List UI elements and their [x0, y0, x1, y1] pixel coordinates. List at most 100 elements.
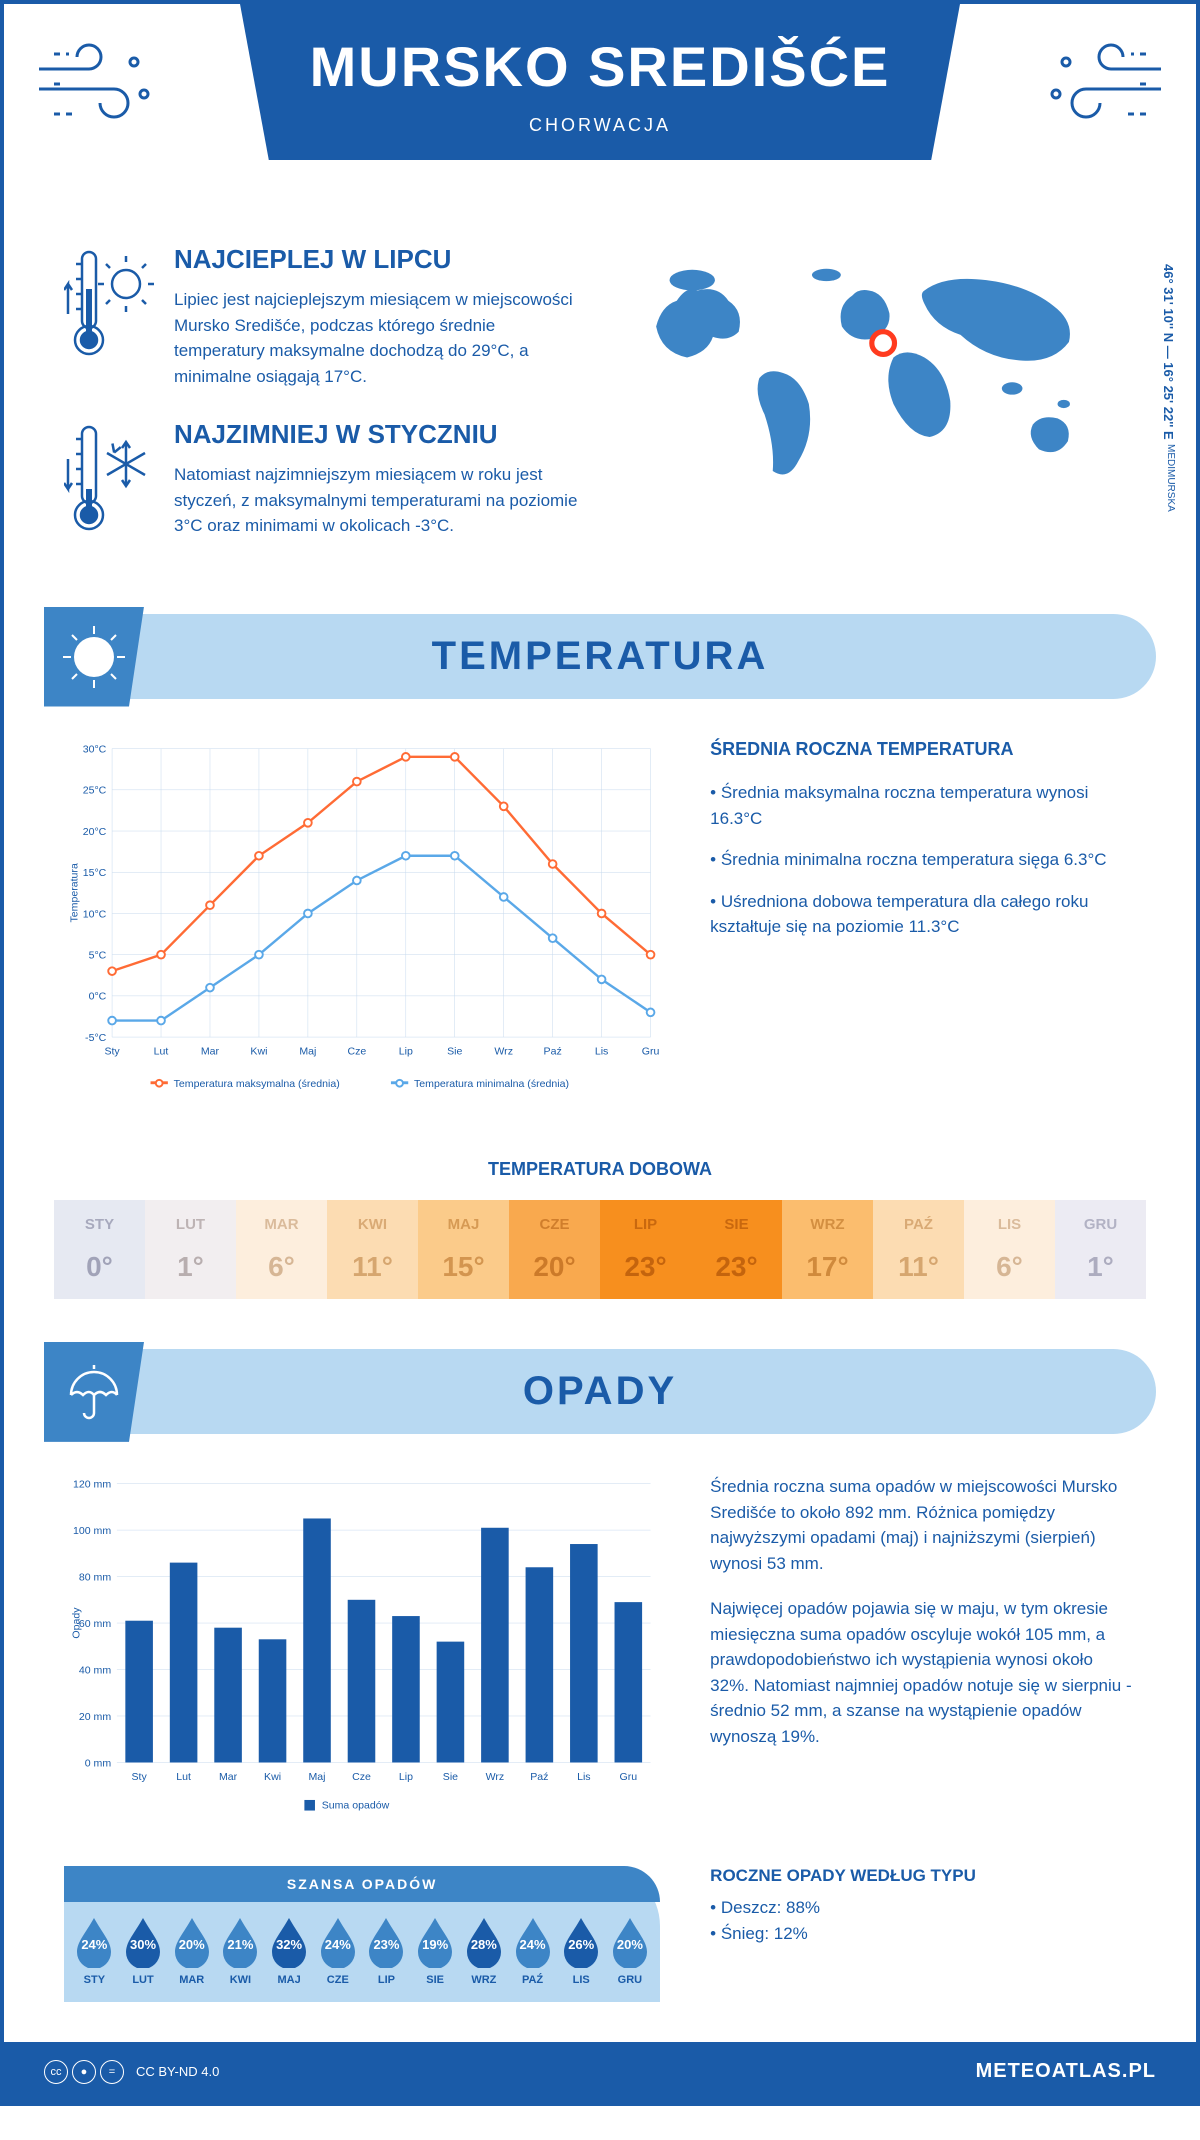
svg-text:Lut: Lut — [154, 1045, 169, 1057]
precip-type-item: • Śnieg: 12% — [710, 1924, 1136, 1944]
svg-text:25°C: 25°C — [83, 785, 107, 797]
daily-temp-month: SIE — [695, 1216, 778, 1233]
precip-p2: Najwięcej opadów pojawia się w maju, w t… — [710, 1596, 1136, 1749]
coldest-block: NAJZIMNIEJ W STYCZNIU Natomiast najzimni… — [64, 419, 580, 544]
precip-chart: 0 mm20 mm40 mm60 mm80 mm100 mm120 mmStyL… — [64, 1474, 660, 1825]
svg-text:0 mm: 0 mm — [85, 1758, 112, 1770]
svg-text:40 mm: 40 mm — [79, 1665, 111, 1677]
svg-text:Temperatura: Temperatura — [68, 863, 80, 922]
chance-cell: 20%MAR — [167, 1914, 216, 1986]
chance-value: 32% — [276, 1937, 302, 1952]
header: MURSKO SREDIŠĆE CHORWACJA — [4, 4, 1196, 224]
daily-temp-cell: GRU 1° — [1055, 1200, 1146, 1299]
chance-value: 20% — [617, 1937, 643, 1952]
chance-cell: 21% KWI — [216, 1914, 265, 1986]
chance-value: 20% — [179, 1937, 205, 1952]
daily-temp-value: 1° — [149, 1251, 232, 1283]
svg-text:Suma opadów: Suma opadów — [322, 1800, 390, 1812]
raindrop-icon: 20% — [609, 1914, 651, 1968]
chance-value: 26% — [568, 1937, 594, 1952]
region-label: MEDIMURSKA — [1165, 444, 1176, 512]
temp-stat-item: • Uśredniona dobowa temperatura dla całe… — [710, 889, 1136, 940]
daily-temp-month: GRU — [1059, 1216, 1142, 1233]
daily-temp-table: STY0°LUT1°MAR6°KWI11°MAJ15°CZE20°LIP23°S… — [54, 1200, 1146, 1299]
temp-stats-heading: ŚREDNIA ROCZNA TEMPERATURA — [710, 739, 1136, 760]
temperature-chart: -5°C0°C5°C10°C15°C20°C25°C30°CStyLutMarK… — [64, 739, 660, 1109]
chance-cell: 28%WRZ — [460, 1914, 509, 1986]
map-col: 46° 31' 10'' N — 16° 25' 22'' E MEDIMURS… — [620, 244, 1136, 574]
svg-text:30°C: 30°C — [83, 743, 107, 755]
raindrop-icon: 24% — [512, 1914, 554, 1968]
world-map — [620, 244, 1136, 512]
svg-text:Wrz: Wrz — [486, 1771, 505, 1783]
daily-temp-cell: LIS6° — [964, 1200, 1055, 1299]
wind-icon — [1026, 34, 1166, 139]
temp-stat-item: • Średnia maksymalna roczna temperatura … — [710, 780, 1136, 831]
svg-text:100 mm: 100 mm — [73, 1525, 111, 1537]
raindrop-icon: 26% — [560, 1914, 602, 1968]
daily-temp-value: 6° — [240, 1251, 323, 1283]
svg-text:Mar: Mar — [219, 1771, 238, 1783]
daily-temp-value: 11° — [877, 1251, 960, 1283]
chance-month: GRU — [606, 1974, 655, 1986]
cc-icons: cc ● = — [44, 2060, 124, 2084]
by-icon: ● — [72, 2060, 96, 2084]
footer: cc ● = CC BY-ND 4.0 METEOATLAS.PL — [4, 2042, 1196, 2102]
precip-p1: Średnia roczna suma opadów w miejscowośc… — [710, 1474, 1136, 1576]
chance-value: 21% — [227, 1937, 253, 1952]
warmest-block: NAJCIEPLEJ W LIPCU Lipiec jest najcieple… — [64, 244, 580, 389]
raindrop-icon: 21% — [219, 1914, 261, 1968]
temp-stat-item: • Średnia minimalna roczna temperatura s… — [710, 847, 1136, 873]
chance-cell: 20% GRU — [606, 1914, 655, 1986]
svg-text:Sty: Sty — [131, 1771, 147, 1783]
wind-icon — [34, 34, 174, 139]
chance-value: 24% — [520, 1937, 546, 1952]
raindrop-icon: 20% — [171, 1914, 213, 1968]
daily-temp-cell: LUT1° — [145, 1200, 236, 1299]
daily-temp-cell: SIE 23° — [691, 1200, 782, 1299]
page-subtitle: CHORWACJA — [260, 115, 940, 136]
daily-temp-month: PAŹ — [877, 1216, 960, 1233]
license: cc ● = CC BY-ND 4.0 — [44, 2060, 219, 2084]
daily-temp-cell: KWI11° — [327, 1200, 418, 1299]
svg-text:Opady: Opady — [70, 1607, 82, 1639]
svg-text:Cze: Cze — [352, 1771, 371, 1783]
chance-cell: 24% PAŹ — [508, 1914, 557, 1986]
chance-value: 24% — [81, 1937, 107, 1952]
svg-text:Gru: Gru — [620, 1771, 638, 1783]
svg-text:Lis: Lis — [595, 1045, 609, 1057]
chance-value: 19% — [422, 1937, 448, 1952]
svg-text:Maj: Maj — [299, 1045, 316, 1057]
header-banner: MURSKO SREDIŠĆE CHORWACJA — [240, 4, 960, 160]
daily-temp-value: 0° — [58, 1251, 141, 1283]
raindrop-icon: 32% — [268, 1914, 310, 1968]
chance-heading: SZANSA OPADÓW — [64, 1866, 660, 1902]
svg-text:Sie: Sie — [443, 1771, 458, 1783]
daily-temp-cell: STY0° — [54, 1200, 145, 1299]
chance-month: LUT — [119, 1974, 168, 1986]
daily-temp-value: 23° — [695, 1251, 778, 1283]
chance-cell: 24%CZE — [313, 1914, 362, 1986]
precip-text: Średnia roczna suma opadów w miejscowośc… — [710, 1474, 1136, 1825]
daily-temp-value: 1° — [1059, 1251, 1142, 1283]
svg-text:15°C: 15°C — [83, 867, 107, 879]
chance-cell: 32%MAJ — [265, 1914, 314, 1986]
precip-type-heading: ROCZNE OPADY WEDŁUG TYPU — [710, 1866, 1136, 1886]
svg-text:Temperatura maksymalna (średni: Temperatura maksymalna (średnia) — [174, 1078, 340, 1090]
chance-value: 24% — [325, 1937, 351, 1952]
chance-month: PAŹ — [508, 1974, 557, 1986]
page-title: MURSKO SREDIŠĆE — [260, 34, 940, 99]
daily-temp-value: 23° — [604, 1251, 687, 1283]
coldest-heading: NAJZIMNIEJ W STYCZNIU — [174, 419, 580, 450]
chance-month: SIE — [411, 1974, 460, 1986]
svg-text:Wrz: Wrz — [494, 1045, 513, 1057]
daily-temp-month: MAR — [240, 1216, 323, 1233]
daily-temp-value: 6° — [968, 1251, 1051, 1283]
chance-value: 30% — [130, 1937, 156, 1952]
daily-temp-cell: LIP23° — [600, 1200, 691, 1299]
precip-type: ROCZNE OPADY WEDŁUG TYPU • Deszcz: 88%• … — [710, 1866, 1136, 2002]
thermometer-hot-icon — [64, 244, 154, 389]
summary-text-col: NAJCIEPLEJ W LIPCU Lipiec jest najcieple… — [64, 244, 580, 574]
summary-section: NAJCIEPLEJ W LIPCU Lipiec jest najcieple… — [4, 224, 1196, 614]
chance-month: KWI — [216, 1974, 265, 1986]
